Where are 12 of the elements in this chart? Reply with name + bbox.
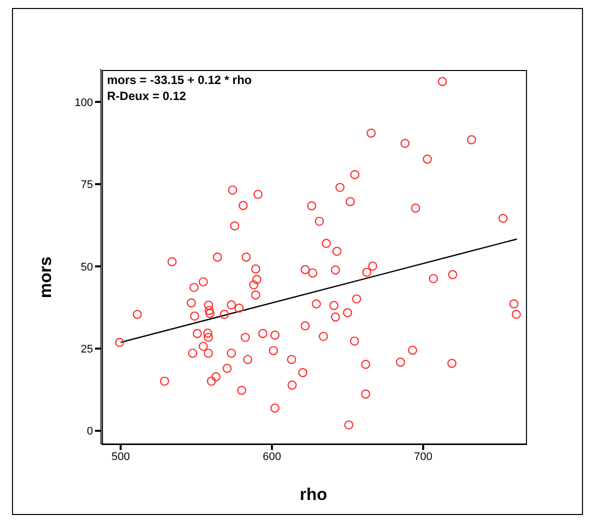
- annotation: mors = -33.15 + 0.12 * rho: [107, 72, 252, 88]
- y-tick-label: 75: [80, 179, 93, 192]
- y-tick-label: 25: [80, 344, 93, 356]
- x-tick-label: 500: [111, 450, 130, 463]
- y-tick-label: 100: [74, 96, 93, 109]
- x-tick-label: 700: [414, 450, 432, 463]
- x-axis-title: rho: [300, 485, 328, 504]
- y-tick-label: 0: [86, 426, 93, 438]
- x-tick-label: 600: [262, 450, 282, 463]
- annotation: R-Deux = 0.12: [107, 88, 188, 104]
- y-tick-label: 50: [80, 261, 93, 274]
- y-axis-title: mors: [36, 256, 56, 298]
